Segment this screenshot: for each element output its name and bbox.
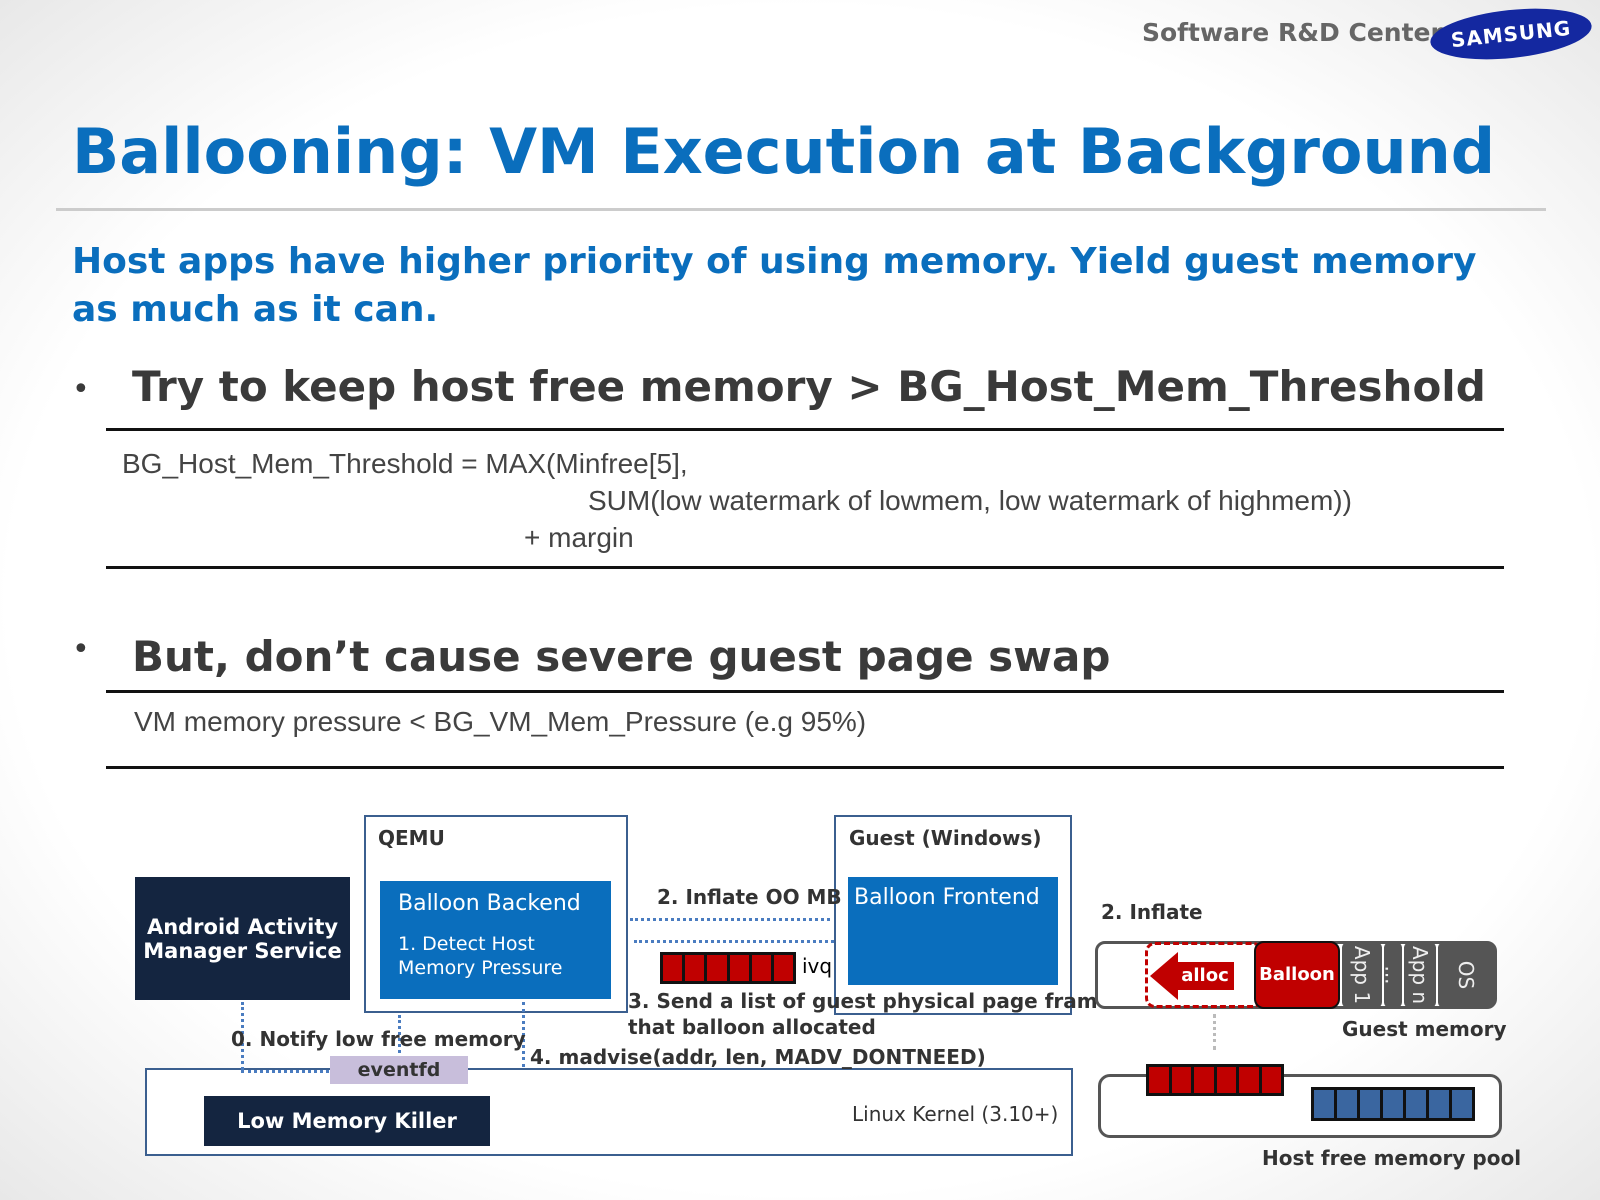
pressure-formula: VM memory pressure < BG_VM_Mem_Pressure …: [134, 706, 867, 737]
guest-memory-label: Guest memory: [1342, 1017, 1507, 1041]
detect-label: 1. Detect Host Memory Pressure: [398, 933, 563, 979]
madvise-line: [522, 1002, 525, 1067]
ivq-label: ivq: [802, 954, 833, 978]
backend-label: Balloon Backend: [398, 891, 581, 916]
low-memory-killer: Low Memory Killer: [204, 1096, 490, 1146]
divider: [106, 690, 1504, 693]
ellipsis-segment: ...: [1381, 942, 1405, 1008]
samsung-logo: SAMSUNG: [1427, 1, 1595, 67]
qemu-label: QEMU: [378, 826, 445, 850]
inflate-label: 2. Inflate: [1101, 900, 1203, 924]
madvise-label: 4. madvise(addr, len, MADV_DONTNEED): [530, 1045, 986, 1069]
host-pool-label: Host free memory pool: [1262, 1146, 1522, 1170]
balloon-backend: Balloon Backend 1. Detect Host Memory Pr…: [380, 881, 611, 999]
bullet-1: Try to keep host free memory > BG_Host_M…: [132, 362, 1486, 411]
os-segment: OS: [1438, 942, 1494, 1008]
subtitle: Host apps have higher priority of using …: [72, 241, 1477, 330]
eventfd-box: eventfd: [330, 1056, 468, 1084]
app1-segment: App 1: [1342, 942, 1382, 1008]
host-free-pages: [1311, 1087, 1475, 1121]
divider: [106, 566, 1504, 569]
balloon-segment: Balloon: [1254, 941, 1340, 1009]
kernel-label: Linux Kernel (3.10+): [852, 1102, 1059, 1126]
arrow-return: [634, 940, 834, 943]
android-activity-manager: Android Activity Manager Service: [135, 877, 350, 1000]
divider: [106, 766, 1504, 769]
title-divider: [56, 208, 1546, 211]
alloc-label: alloc: [1176, 962, 1234, 990]
balloon-frontend: Balloon Frontend: [848, 877, 1058, 985]
balloon-pages: [1146, 1064, 1284, 1096]
inflate-mb-label: 2. Inflate OO MB: [657, 885, 842, 909]
org-name: Software R&D Center: [1142, 18, 1443, 47]
eventfd-to-qemu-arrow: [398, 1015, 401, 1065]
divider: [106, 428, 1504, 431]
guest-label: Guest (Windows): [849, 826, 1042, 850]
appn-segment: App n: [1404, 942, 1436, 1008]
notify-arrow: [241, 1070, 329, 1073]
arrow-inflate: [630, 918, 830, 921]
bullet-icon: •: [72, 372, 90, 407]
notify-label: 0. Notify low free memory: [231, 1027, 526, 1051]
bullet-icon: •: [72, 632, 90, 667]
alloc-arrow-icon: [1150, 952, 1178, 1000]
down-arrow: [1213, 1014, 1216, 1050]
bullet-2: But, don’t cause severe guest page swap: [132, 632, 1111, 681]
formula-line-1: BG_Host_Mem_Threshold = MAX(Minfree[5],: [122, 448, 688, 479]
send-list-label: 3. Send a list of guest physical page fr…: [628, 989, 1124, 1039]
formula-line-2: SUM(low watermark of lowmem, low waterma…: [588, 485, 1352, 516]
ivq-pages: [660, 952, 796, 984]
formula-line-3: + margin: [524, 522, 634, 553]
slide-title: Ballooning: VM Execution at Background: [72, 115, 1496, 188]
notify-line: [241, 1002, 244, 1070]
